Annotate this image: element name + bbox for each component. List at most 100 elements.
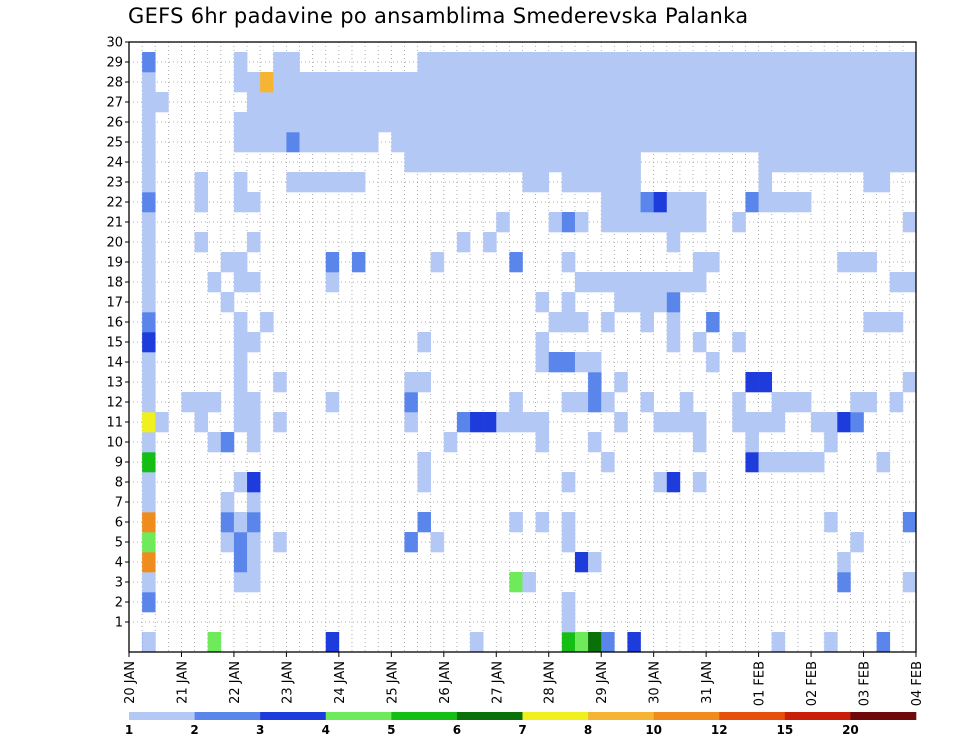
precip-cell <box>627 52 641 73</box>
precip-cell <box>732 72 746 93</box>
precip-cell <box>548 212 563 233</box>
precip-cell <box>693 432 707 453</box>
y-tick-label: 28 <box>106 76 123 91</box>
precip-cell <box>247 472 261 493</box>
y-tick-label: 19 <box>106 256 123 271</box>
legend-label: 6 <box>453 723 461 737</box>
precip-cell <box>233 192 248 213</box>
precip-cell <box>142 112 156 133</box>
precip-cell <box>325 72 340 93</box>
precip-cell <box>666 112 681 133</box>
precip-cell <box>601 132 615 153</box>
y-tick-label: 25 <box>106 136 123 151</box>
precip-cell <box>247 132 261 153</box>
precip-cell <box>142 532 156 553</box>
precip-cell <box>181 392 195 413</box>
precip-cell <box>404 72 418 93</box>
precip-cell <box>574 212 589 233</box>
precip-cell <box>574 392 589 413</box>
precip-cell <box>286 52 300 73</box>
legend-label: 1 <box>125 723 133 737</box>
precip-cell <box>233 172 248 193</box>
precip-cell <box>142 312 156 333</box>
precip-cell <box>666 272 681 293</box>
legend-layer: 1 2 3 4 5 6 7 8 10 12 15 20 <box>125 712 917 737</box>
precip-cell <box>732 132 746 153</box>
precip-cell <box>561 592 576 613</box>
precip-cell <box>601 72 615 93</box>
precip-cell <box>627 172 641 193</box>
precip-cell <box>811 112 825 133</box>
precip-cell <box>535 512 550 533</box>
precip-cell <box>679 52 694 73</box>
precip-cell <box>666 52 681 73</box>
precip-cell <box>247 92 261 113</box>
precip-cell <box>142 272 156 293</box>
precip-cell <box>693 192 707 213</box>
precip-cell <box>666 212 681 233</box>
chart-title: GEFS 6hr padavine po ansamblima Smederev… <box>128 4 749 28</box>
precip-cell <box>784 52 799 73</box>
precip-cell <box>509 572 523 593</box>
legend-label: 12 <box>711 723 728 737</box>
legend-swatch <box>719 712 786 720</box>
precip-cell <box>784 152 799 173</box>
precip-cell <box>483 232 497 253</box>
precip-cell <box>574 112 589 133</box>
precip-cell <box>561 612 576 633</box>
precip-cell <box>535 52 550 73</box>
precip-cell <box>850 252 864 273</box>
precip-cell <box>509 52 523 73</box>
precip-cell <box>758 112 773 133</box>
y-tick-label: 24 <box>106 156 123 171</box>
precip-cell <box>535 292 550 313</box>
precip-cell <box>561 472 576 493</box>
precip-cell <box>653 112 668 133</box>
precip-cell <box>365 92 379 113</box>
legend-swatch <box>260 712 327 720</box>
precip-cell <box>837 92 851 113</box>
precip-cell <box>588 272 602 293</box>
precip-cell <box>627 152 641 173</box>
y-tick-label: 27 <box>106 96 123 111</box>
precip-cell <box>640 272 654 293</box>
precip-cell <box>483 92 497 113</box>
precip-cell <box>338 172 353 193</box>
precip-cell <box>142 452 156 473</box>
precip-cell <box>706 352 720 373</box>
precip-cell <box>824 432 838 453</box>
precip-cell <box>561 352 576 373</box>
precip-cell <box>837 552 851 573</box>
precip-cell <box>509 72 523 93</box>
precip-cell <box>758 152 773 173</box>
precip-cell <box>706 312 720 333</box>
precip-cell <box>614 112 628 133</box>
precip-cell <box>417 472 431 493</box>
precip-cell <box>876 132 891 153</box>
precip-cell <box>535 412 550 433</box>
precip-cell <box>561 52 576 73</box>
precip-cell <box>561 172 576 193</box>
precip-cell <box>430 72 445 93</box>
precip-cell <box>470 632 484 653</box>
legend-label: 20 <box>842 723 859 737</box>
precip-cell <box>679 192 694 213</box>
precip-cell <box>522 92 536 113</box>
precip-cell <box>535 352 550 373</box>
precip-cell <box>876 452 891 473</box>
precip-cell <box>666 192 681 213</box>
precip-cell <box>614 192 628 213</box>
precip-cell <box>719 132 733 153</box>
precip-cell <box>338 72 353 93</box>
precip-cell <box>378 112 392 133</box>
precip-cell <box>784 92 799 113</box>
precip-cell <box>601 312 615 333</box>
legend-label: 7 <box>518 723 526 737</box>
precip-cell <box>142 412 156 433</box>
precip-cell <box>561 252 576 273</box>
precip-cell <box>325 92 340 113</box>
precip-cell <box>627 192 641 213</box>
precip-cell <box>706 92 720 113</box>
precip-cell <box>889 72 904 93</box>
precip-cell <box>365 72 379 93</box>
